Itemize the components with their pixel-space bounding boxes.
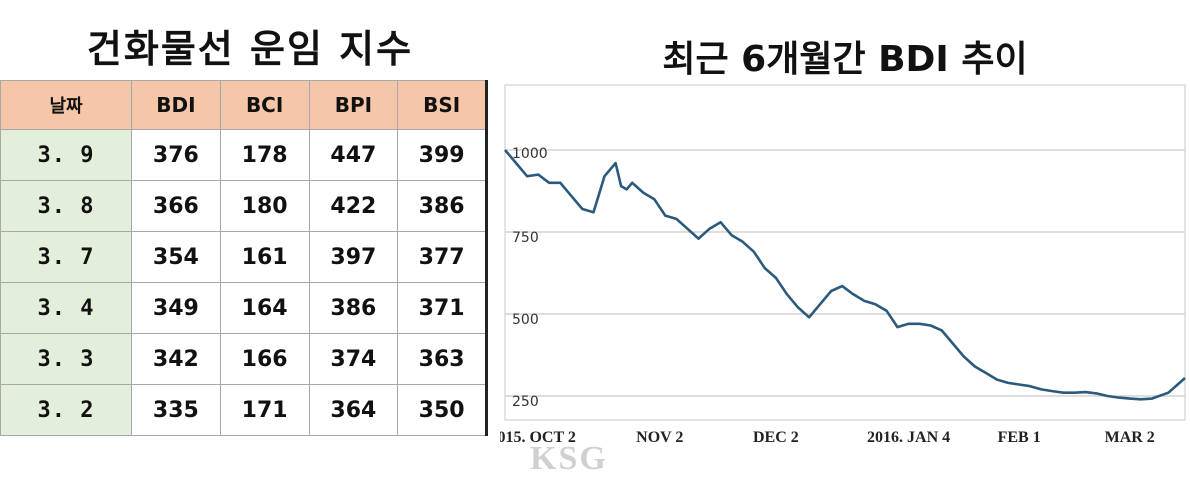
cell-bdi: 354	[131, 231, 221, 283]
cell-bci: 164	[219, 282, 310, 334]
table-row: 3. 3 342 166 374 363	[0, 333, 487, 385]
watermark-logo: KSG	[530, 440, 608, 477]
plot-frame	[504, 84, 1186, 421]
cell-bsi: 386	[397, 180, 487, 232]
cell-bci: 171	[219, 384, 310, 436]
cell-bdi: 342	[131, 333, 221, 385]
cell-bpi: 447	[308, 129, 399, 181]
cell-bci: 166	[219, 333, 310, 385]
cell-date: 3. 4	[0, 282, 132, 334]
freight-index-table: 날짜 BDI BCI BPI BSI 3. 9 376 178 447 399 …	[0, 80, 488, 436]
cell-bsi: 399	[397, 129, 487, 181]
chart-title: 최근 6개월간 BDI 추이	[662, 39, 1028, 80]
cell-bci: 178	[219, 129, 310, 181]
y-tick-label: 750	[512, 230, 539, 246]
x-tick-label: MAR 2	[1105, 429, 1155, 446]
y-tick-label: 250	[512, 394, 539, 410]
cell-bdi: 335	[131, 384, 221, 436]
bdi-chart: 1000 750 500 250 2015. OCT 2 NOV 2 DEC 2 2016. …	[500, 80, 1190, 502]
cell-date: 3. 8	[0, 180, 132, 232]
y-tick-label: 1000	[512, 146, 548, 162]
header-bsi: BSI	[397, 80, 487, 130]
header-bci: BCI	[219, 80, 310, 130]
x-tick-label: NOV 2	[636, 429, 683, 446]
cell-bdi: 349	[131, 282, 221, 334]
cell-bpi: 386	[308, 282, 399, 334]
table-row: 3. 9 376 178 447 399	[0, 129, 487, 181]
y-tick-label: 500	[512, 312, 539, 328]
table-header-row: 날짜 BDI BCI BPI BSI	[0, 80, 487, 130]
x-tick-label: FEB 1	[998, 429, 1041, 446]
cell-date: 3. 9	[0, 129, 132, 181]
x-tick-label: 2015. OCT 2	[500, 429, 576, 446]
cell-bpi: 364	[308, 384, 399, 436]
x-tick-label: 2016. JAN 4	[867, 429, 950, 446]
table-title: 건화물선 운임 지수	[86, 27, 414, 71]
header-bdi: BDI	[131, 80, 221, 130]
cell-bpi: 374	[308, 333, 399, 385]
cell-date: 3. 3	[0, 333, 132, 385]
header-bpi: BPI	[308, 80, 399, 130]
cell-date: 3. 2	[0, 384, 132, 436]
table-row: 3. 2 335 171 364 350	[0, 384, 487, 436]
header-date: 날짜	[0, 80, 132, 130]
table-row: 3. 7 354 161 397 377	[0, 231, 487, 283]
cell-bsi: 371	[397, 282, 487, 334]
bdi-series-line	[504, 149, 1186, 401]
cell-bsi: 377	[397, 231, 487, 283]
cell-bdi: 366	[131, 180, 221, 232]
cell-bpi: 397	[308, 231, 399, 283]
cell-date: 3. 7	[0, 231, 132, 283]
cell-bpi: 422	[308, 180, 399, 232]
cell-bci: 161	[219, 231, 310, 283]
x-tick-label: DEC 2	[753, 429, 799, 446]
cell-bdi: 376	[131, 129, 221, 181]
cell-bci: 180	[219, 180, 310, 232]
bdi-line-chart: 1000 750 500 250 2015. OCT 2 NOV 2 DEC 2 2016. …	[500, 84, 1186, 446]
table-row: 3. 4 349 164 386 371	[0, 282, 487, 334]
cell-bsi: 350	[397, 384, 487, 436]
table-row: 3. 8 366 180 422 386	[0, 180, 487, 232]
cell-bsi: 363	[397, 333, 487, 385]
